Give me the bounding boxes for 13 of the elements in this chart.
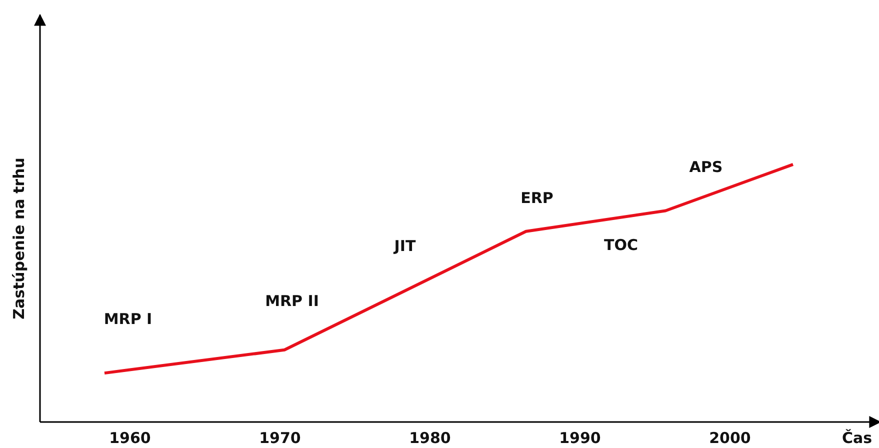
x-tick-label: 1980 <box>409 429 451 447</box>
x-tick-label: 1990 <box>559 429 601 447</box>
x-tick-label: 1960 <box>109 429 151 447</box>
x-tick-label: 1970 <box>259 429 301 447</box>
annotation: JIT <box>393 237 416 256</box>
annotation: APS <box>689 158 723 176</box>
annotation: MRP I <box>104 310 152 328</box>
y-axis-title: Zastúpenie na trhu <box>10 158 28 320</box>
annotation: ERP <box>520 189 554 208</box>
x-tick-label: 2000 <box>709 429 751 447</box>
x-axis-title: Čas <box>842 429 872 447</box>
annotation: MRP II <box>265 292 319 310</box>
annotation: TOC <box>604 236 638 254</box>
